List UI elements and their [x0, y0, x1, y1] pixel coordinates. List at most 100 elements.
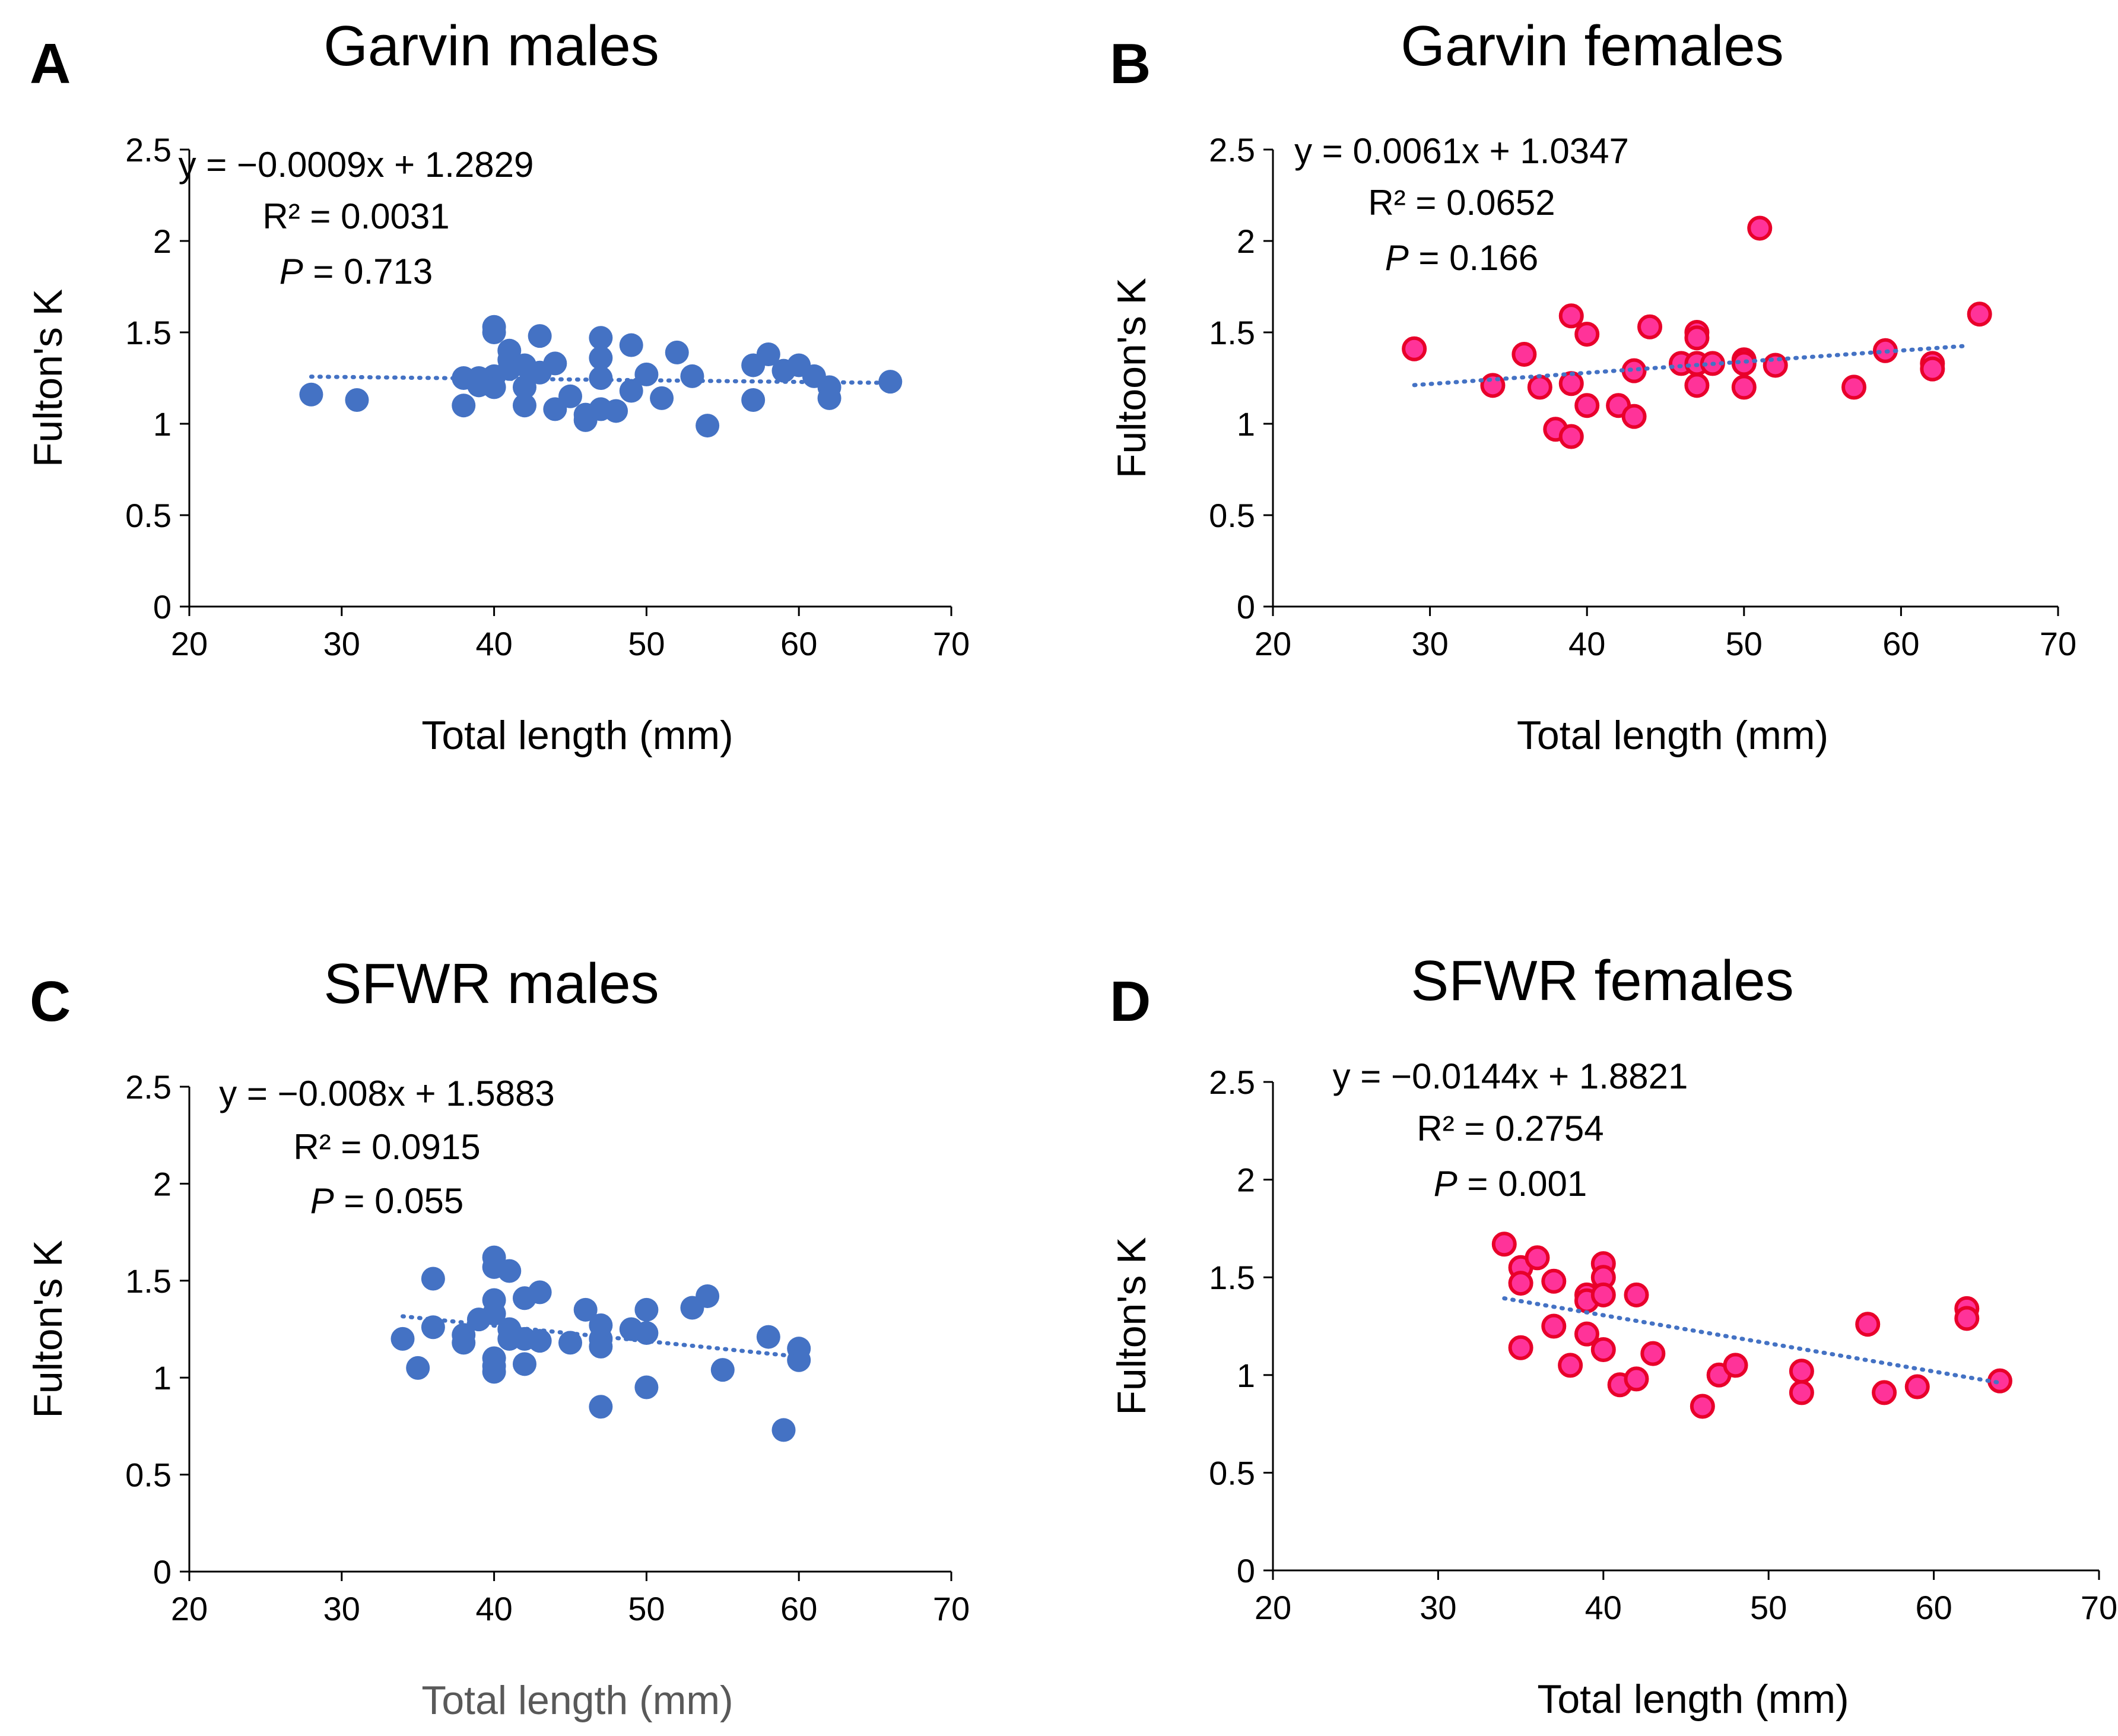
p-value-label: P = 0.001	[1434, 1164, 1587, 1204]
data-point	[1558, 303, 1584, 329]
panel-b: B Garvin females 0 0.5 1 1.5 2 2.5 20 30 40 50 60 70 T…	[1109, 14, 2076, 758]
y-axis-label: Fulton's K	[1109, 1237, 1154, 1415]
data-point	[482, 1302, 506, 1326]
y-tick-label: 0	[153, 1553, 172, 1591]
y-tick-label: 2.5	[125, 131, 172, 169]
data-point	[710, 1358, 735, 1382]
y-tick-label: 1	[1237, 405, 1255, 443]
data-point	[1684, 373, 1710, 398]
data-point	[1723, 1353, 1748, 1378]
p-symbol: P	[310, 1181, 334, 1221]
data-point	[619, 379, 643, 403]
y-axis-label: Fulton's K	[26, 1240, 71, 1418]
data-point	[619, 333, 643, 357]
data-point	[817, 386, 842, 410]
x-tick-label: 40	[475, 625, 512, 662]
y-tick-label: 1.5	[1209, 314, 1255, 351]
data-point	[634, 1297, 659, 1322]
data-point	[1525, 1245, 1550, 1271]
x-tick-label: 70	[2040, 625, 2076, 662]
x-axis-label: Total length (mm)	[1517, 713, 1828, 758]
x-tick-label: 60	[1882, 625, 1919, 662]
panel-letter: D	[1110, 970, 1151, 1033]
panel-letter: C	[30, 970, 71, 1033]
y-tick-label: 2	[153, 223, 172, 260]
x-tick-label: 50	[628, 625, 665, 662]
data-point	[558, 1331, 582, 1355]
panel-title: SFWR females	[1411, 949, 1793, 1013]
data-point	[1872, 1380, 1897, 1405]
data-point	[1987, 1368, 2012, 1394]
data-point	[1558, 1353, 1583, 1378]
data-point	[589, 366, 613, 390]
x-tick-label: 40	[475, 1590, 512, 1627]
data-point	[1480, 373, 1506, 398]
data-point	[787, 1348, 811, 1372]
data-point	[634, 362, 659, 386]
data-point	[756, 342, 780, 366]
data-point	[1954, 1306, 1980, 1331]
data-point	[452, 1331, 476, 1355]
data-point	[1967, 302, 1992, 327]
x-tick-label: 50	[628, 1590, 665, 1627]
data-point	[1789, 1380, 1814, 1405]
p-value-label: P = 0.713	[280, 252, 433, 291]
y-tick-label: 1	[153, 1359, 172, 1397]
data-point	[634, 1375, 659, 1399]
panel-d: D SFWR females 0 0.5 1 1.5 2 2.5 20 30 40 50 60 70 Tot…	[1109, 949, 2117, 1722]
x-tick-label: 20	[1255, 625, 1291, 662]
y-tick-label: 1.5	[125, 314, 172, 351]
data-point	[482, 1360, 506, 1384]
data-point	[1920, 356, 1945, 382]
y-tick-label: 0.5	[125, 497, 172, 534]
data-point	[1512, 341, 1537, 367]
x-tick-label: 60	[780, 1590, 817, 1627]
data-point	[1789, 1359, 1814, 1384]
y-axis-label: Fultoon's K	[1109, 278, 1154, 478]
panel-letter: A	[30, 32, 71, 96]
y-tick-label: 2	[153, 1165, 172, 1202]
data-point	[771, 1418, 796, 1442]
data-point	[741, 388, 766, 412]
data-point	[1508, 1335, 1533, 1360]
data-point	[543, 351, 567, 376]
y-tick-label: 1.5	[125, 1262, 172, 1300]
panel-c: C SFWR males 0 0.5 1 1.5 2 2.5 20 30 40 50 60 70 Total…	[26, 952, 970, 1723]
x-axis-label: Total length (mm)	[421, 713, 733, 758]
p-symbol: P	[280, 252, 303, 291]
data-point	[1763, 353, 1788, 378]
data-point	[878, 370, 903, 394]
p-value-label: P = 0.055	[310, 1181, 464, 1221]
data-point	[497, 1259, 522, 1283]
data-point	[452, 393, 476, 418]
x-tick-label: 50	[1726, 625, 1763, 662]
data-point	[1574, 1321, 1599, 1347]
x-tick-label: 60	[780, 625, 817, 662]
p-value: = 0.166	[1409, 238, 1539, 278]
data-point	[482, 375, 506, 399]
regression-equation: y = −0.008x + 1.5883	[219, 1074, 554, 1113]
data-point	[756, 1325, 780, 1349]
panel-a: A Garvin males 0 0.5 1 1.5 2 2.5 20 30 40 50 60 70 Tot…	[26, 14, 970, 758]
data-point	[482, 320, 506, 344]
x-tick-label: 50	[1750, 1589, 1787, 1626]
data-point	[512, 1352, 536, 1376]
data-point	[650, 386, 674, 410]
p-value: = 0.055	[334, 1181, 464, 1221]
y-tick-label: 1	[1237, 1357, 1255, 1394]
y-tick-label: 0.5	[125, 1456, 172, 1494]
data-point	[1640, 1341, 1666, 1366]
data-point	[1747, 215, 1773, 241]
panel-title: Garvin males	[323, 14, 659, 78]
regression-equation: y = −0.0144x + 1.8821	[1333, 1056, 1688, 1096]
data-point	[528, 1280, 552, 1305]
data-point	[1624, 1366, 1649, 1392]
data-point	[1402, 336, 1427, 361]
data-point	[1841, 375, 1867, 400]
x-tick-label: 20	[171, 625, 208, 662]
p-symbol: P	[1434, 1164, 1457, 1204]
x-tick-label: 30	[1411, 625, 1448, 662]
data-point	[1574, 322, 1600, 347]
data-point	[696, 1284, 720, 1308]
